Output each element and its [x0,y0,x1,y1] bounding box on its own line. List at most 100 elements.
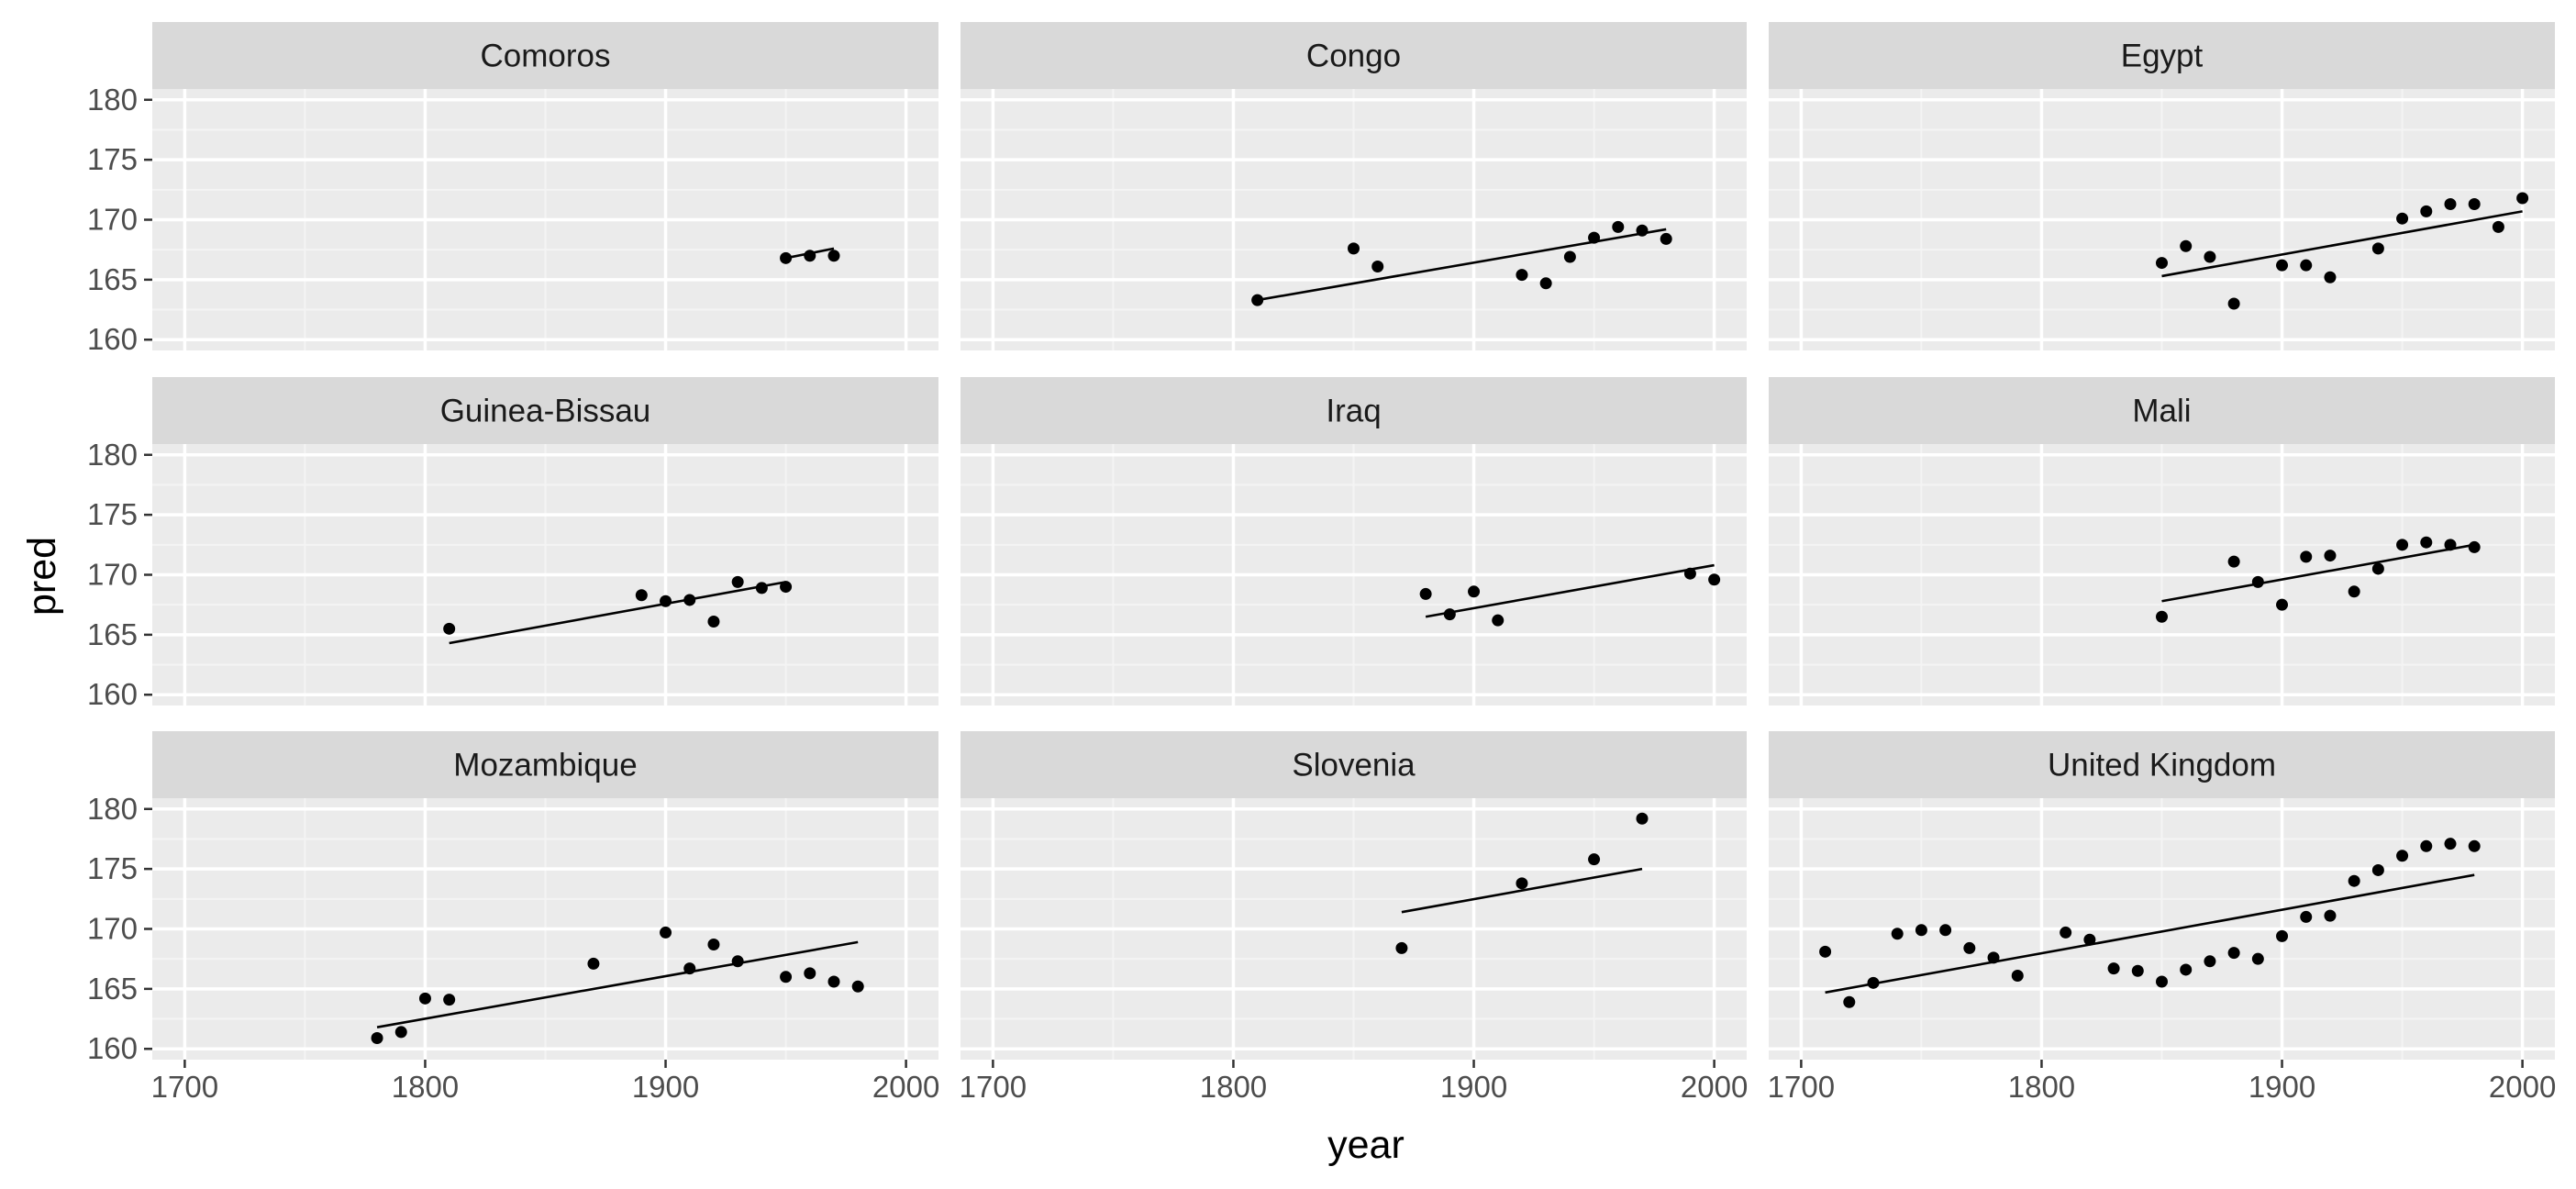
data-point [2083,933,2096,946]
data-point [1371,260,1384,272]
x-tick-label: 1900 [2248,1070,2315,1104]
data-point [443,994,456,1006]
trend-line [2161,210,2523,278]
facet-strip [960,731,1747,798]
y-tick-label: 165 [87,972,138,1006]
facet-panel: Iraq [960,377,1747,706]
facet-strip-label: Slovenia [1292,748,1416,783]
data-point [683,962,696,975]
data-point [2251,952,2264,965]
facet-panel: Egypt [1769,22,2555,350]
data-point [1588,853,1601,866]
facet-strip-label: Mali [2132,394,2191,429]
data-point [827,975,840,988]
facet-strip [152,731,938,798]
data-point [731,575,744,588]
data-point [2251,575,2264,588]
x-tick-label: 1700 [960,1070,1027,1104]
data-point [660,594,672,607]
data-point [2060,926,2072,939]
data-point [2276,929,2289,942]
x-tick-label: 1900 [632,1070,699,1104]
data-point [683,594,696,606]
data-point [2396,539,2409,551]
facet-strip-label: Comoros [481,39,611,74]
trend-line [2161,543,2475,603]
data-point [2420,205,2433,217]
data-point [2516,192,2529,205]
facet-strip [1769,22,2555,89]
y-tick-label: 165 [87,617,138,651]
data-point [2300,259,2313,272]
data-point [2468,839,2481,852]
axes: 160 165 170 175 180 160 165 170 175 180 160 165 170 1… [87,83,2556,1104]
data-point [418,992,431,1005]
data-point [851,980,864,993]
data-point [1492,614,1505,627]
data-point [2180,963,2193,976]
facet-panels: Comoros Congo Egypt Guinea-Bissau Iraq Mali Mo… [152,22,2555,1060]
facet-strip-label: United Kingdom [2048,748,2276,783]
y-tick-label: 170 [87,912,138,946]
data-point [2227,947,2240,960]
data-point [2396,212,2409,225]
data-point [1963,941,1976,954]
x-tick-label: 1800 [392,1070,459,1104]
data-point [2420,536,2433,549]
y-tick-label: 170 [87,558,138,592]
x-axis-title: year [1327,1123,1405,1167]
data-point [2107,962,2120,975]
x-tick-label: 2000 [1681,1070,1748,1104]
data-point [1891,928,1904,940]
data-point [780,581,793,594]
x-tick-label: 1800 [2008,1070,2075,1104]
data-point [1516,877,1528,890]
data-point [2492,220,2504,233]
facet-strip [960,377,1747,444]
data-point [2276,598,2289,611]
data-point [371,1031,383,1044]
trend-line [449,581,786,645]
data-point [2227,297,2240,310]
data-point [1987,951,2000,964]
data-point [2204,955,2216,968]
data-point [2468,540,2481,553]
data-point [2371,863,2384,876]
y-tick-label: 160 [87,322,138,356]
data-point [2156,257,2168,270]
data-point [1348,242,1360,255]
data-point [1683,567,1696,580]
y-axis-title: pred [20,537,64,616]
data-point [2348,585,2360,598]
data-point [2444,838,2457,850]
data-point [2324,550,2337,562]
data-point [2444,539,2457,551]
data-point [1819,945,1832,958]
data-point [1636,224,1649,237]
facet-panel: Comoros [152,22,938,350]
data-point [2468,198,2481,211]
x-tick-label: 2000 [2489,1070,2556,1104]
data-point [1612,220,1625,233]
data-point [2204,250,2216,263]
y-tick-label: 165 [87,262,138,296]
data-point [2180,239,2193,252]
data-point [2131,964,2144,977]
data-point [804,250,816,262]
data-point [1468,585,1481,598]
trend-line [1401,867,1643,914]
facet-strip-label: Guinea-Bissau [440,394,651,429]
data-point [1915,924,1927,937]
data-point [1443,608,1456,621]
data-point [707,615,720,628]
x-tick-label: 1900 [1440,1070,1507,1104]
data-point [1939,924,1952,937]
data-point [707,938,720,950]
facet-panel: Mali [1769,377,2555,706]
y-tick-label: 175 [87,851,138,885]
y-tick-label: 180 [87,438,138,472]
data-point [2227,555,2240,568]
y-tick-label: 160 [87,1031,138,1065]
x-tick-label: 2000 [872,1070,939,1104]
